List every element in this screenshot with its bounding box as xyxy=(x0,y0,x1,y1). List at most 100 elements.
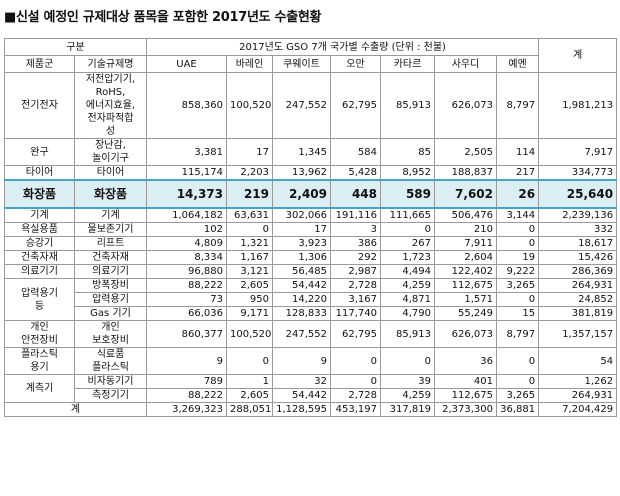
value-cell: 3,923 xyxy=(272,236,331,251)
value-cell: 5,428 xyxy=(330,165,381,181)
item-cell: 화장품 xyxy=(74,179,147,209)
group-cell: 건축자재 xyxy=(4,250,75,265)
item-cell: 리프트 xyxy=(74,236,147,251)
total-cell: 24,852 xyxy=(538,292,618,307)
value-cell: 247,552 xyxy=(272,72,331,139)
value-cell: 66,036 xyxy=(146,306,227,321)
value-cell: 401 xyxy=(434,374,497,389)
value-cell: 85,913 xyxy=(380,320,435,348)
header-row: 제품군 기술규제명 UAE 바레인 쿠웨이트 오만 카타르 사우디 예멘 xyxy=(4,55,617,73)
group-cell: 전기전자 xyxy=(4,72,75,139)
value-cell: 102 xyxy=(146,222,227,237)
value-cell: 292 xyxy=(330,250,381,265)
value-cell: 626,073 xyxy=(434,320,497,348)
export-table: 구분 2017년도 GSO 7개 국가별 수출량 (단위 : 천불) 계 제품군 기술규… xyxy=(4,38,618,417)
value-cell: 302,066 xyxy=(272,207,331,223)
value-cell: 7,602 xyxy=(434,179,497,209)
value-cell: 17 xyxy=(226,138,273,166)
value-cell: 0 xyxy=(380,347,435,375)
value-cell: 2,604 xyxy=(434,250,497,265)
column-header: 예멘 xyxy=(495,55,540,73)
total-cell: 381,819 xyxy=(538,306,618,321)
item-cell: 의료기기 xyxy=(74,264,147,279)
value-cell: 114 xyxy=(495,138,540,166)
column-header: UAE xyxy=(146,55,227,73)
value-cell: 1,723 xyxy=(380,250,435,265)
value-cell: 100,520 xyxy=(226,72,273,139)
value-cell: 219 xyxy=(226,179,273,209)
item-cell: 타이어 xyxy=(74,165,147,181)
data-row: 욕실용품 물보존기기 102 0 17 3 0 210 0 332 xyxy=(4,222,618,237)
value-cell: 950 xyxy=(226,292,273,307)
value-cell: 858,360 xyxy=(146,72,227,139)
item-cell: 개인 보호장비 xyxy=(74,320,147,348)
column-header: 오만 xyxy=(330,55,381,73)
item-cell: Gas 기기 xyxy=(74,306,147,321)
value-cell: 188,837 xyxy=(434,165,497,181)
value-cell: 19 xyxy=(495,250,540,265)
value-cell: 584 xyxy=(330,138,381,166)
footer-label: 계 xyxy=(4,402,147,417)
total-cell: 1,357,157 xyxy=(538,320,618,348)
value-cell: 448 xyxy=(330,179,381,209)
data-row: 압력용기 등 방폭장비 88,222 2,605 54,442 2,728 4,259 112… xyxy=(4,278,618,321)
group-cell: 개인 안전장비 xyxy=(4,320,75,348)
value-cell: 2,728 xyxy=(330,388,381,403)
group-cell: 의료기기 xyxy=(4,264,75,279)
header-row: 구분 2017년도 GSO 7개 국가별 수출량 (단위 : 천불) 계 xyxy=(4,38,618,73)
value-cell: 860,377 xyxy=(146,320,227,348)
value-cell: 88,222 xyxy=(146,278,227,293)
footer-value: 1,128,595 xyxy=(272,402,331,417)
group-cell: 타이어 xyxy=(4,165,75,181)
total-cell: 15,426 xyxy=(538,250,618,265)
value-cell: 8,797 xyxy=(495,72,540,139)
value-cell: 8,334 xyxy=(146,250,227,265)
data-row: 기계 기계 1,064,182 63,631 302,066 191,116 111,665… xyxy=(4,207,618,223)
column-header: 기술규제명 xyxy=(74,55,147,73)
header-cell: 2017년도 GSO 7개 국가별 수출량 (단위 : 천불) xyxy=(145,38,540,56)
item-cell: 압력용기 xyxy=(74,292,147,307)
value-cell: 96,880 xyxy=(146,264,227,279)
value-cell: 4,871 xyxy=(380,292,435,307)
value-cell: 1,571 xyxy=(434,292,497,307)
value-cell: 3,144 xyxy=(495,207,540,223)
value-cell: 56,485 xyxy=(272,264,331,279)
value-cell: 2,605 xyxy=(226,388,273,403)
value-cell: 9 xyxy=(272,347,331,375)
value-cell: 0 xyxy=(495,292,540,307)
total-cell: 25,640 xyxy=(538,179,618,209)
table-body: 구분 2017년도 GSO 7개 국가별 수출량 (단위 : 천불) 계 제품군 기술규… xyxy=(4,38,618,417)
value-cell: 7,911 xyxy=(434,236,497,251)
value-cell: 8,797 xyxy=(495,320,540,348)
value-cell: 210 xyxy=(434,222,497,237)
value-cell: 8,952 xyxy=(380,165,435,181)
data-row: 화장품 화장품 14,373 219 2,409 448 589 7,602 26 25,640 xyxy=(4,179,618,209)
value-cell: 2,728 xyxy=(330,278,381,293)
value-cell: 14,220 xyxy=(272,292,331,307)
value-cell: 2,409 xyxy=(272,179,331,209)
value-cell: 1,345 xyxy=(272,138,331,166)
item-cell: 장난감, 놀이기구 xyxy=(74,138,147,166)
value-cell: 2,605 xyxy=(226,278,273,293)
data-row: 타이어 타이어 115,174 2,203 13,962 5,428 8,952 188,83… xyxy=(4,165,618,181)
value-cell: 506,476 xyxy=(434,207,497,223)
value-cell: 1 xyxy=(226,374,273,389)
total-cell: 54 xyxy=(538,347,618,375)
value-cell: 62,795 xyxy=(330,72,381,139)
data-row: 전기전자 저전압기기, RoHS, 에너지효율, 전자파적합 성 858,360 10… xyxy=(4,72,618,139)
value-cell: 0 xyxy=(330,347,381,375)
group-cell: 완구 xyxy=(4,138,75,166)
data-row: Gas 기기 66,036 9,171 128,833 117,740 4,790 55,2… xyxy=(5,306,618,321)
group-cell: 기계 xyxy=(4,207,75,223)
column-header: 쿠웨이트 xyxy=(272,55,331,73)
value-cell: 100,520 xyxy=(226,320,273,348)
value-cell: 54,442 xyxy=(272,388,331,403)
value-cell: 267 xyxy=(380,236,435,251)
total-cell: 1,981,213 xyxy=(538,72,618,139)
footer-value: 36,881 xyxy=(495,402,540,417)
value-cell: 9,171 xyxy=(226,306,273,321)
value-cell: 85,913 xyxy=(380,72,435,139)
value-cell: 9 xyxy=(146,347,227,375)
footer-value: 288,051 xyxy=(226,402,273,417)
value-cell: 3,381 xyxy=(146,138,227,166)
